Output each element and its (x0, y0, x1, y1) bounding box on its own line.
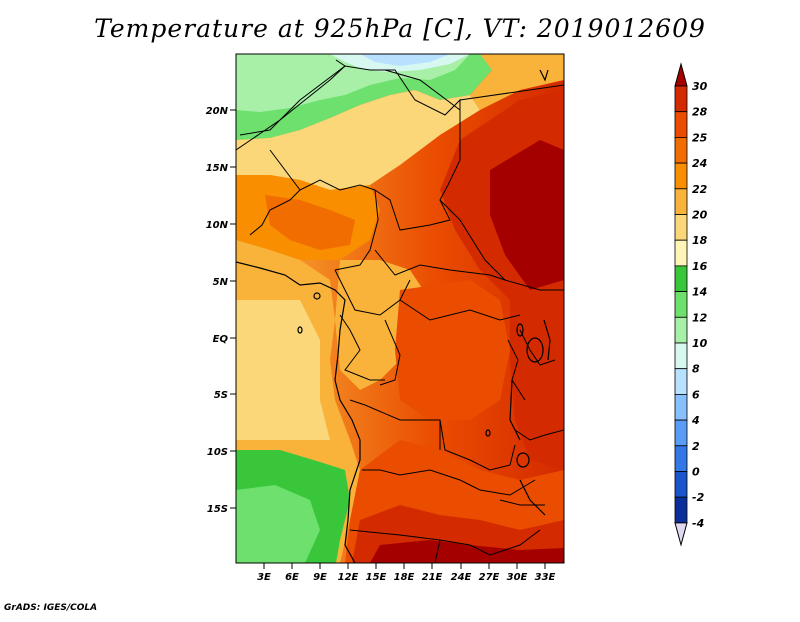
longitude-axis: 3E 6E 9E 12E 15E 18E 21E 24E 27E 30E 33E (257, 563, 556, 583)
lat-label: 10S (207, 447, 228, 458)
temperature-field (236, 54, 564, 563)
grads-credit: GrADS: IGES/COLA (4, 603, 98, 613)
coastline (236, 69, 551, 563)
lat-label: 5N (213, 277, 229, 288)
lon-label: 6E (285, 572, 299, 583)
colorbar-label: 8 (692, 363, 700, 376)
lon-label: 27E (479, 572, 500, 583)
colorbar-label: 12 (692, 311, 708, 324)
country-borders (236, 59, 564, 563)
colorbar-segment (674, 445, 688, 472)
colorbar-label: 30 (692, 80, 708, 93)
colorbar-segment (674, 265, 688, 292)
lon-label: 24E (451, 572, 472, 583)
colorbar-segment (674, 239, 688, 267)
lon-label: 9E (313, 572, 327, 583)
lat-label: 10N (206, 220, 229, 231)
lon-label: 15E (366, 572, 387, 583)
lon-label: 18E (394, 572, 415, 583)
colorbar-segment (674, 111, 688, 138)
lon-label: 3E (257, 572, 271, 583)
colorbar-label: -4 (692, 517, 704, 530)
colorbar-label: 4 (691, 414, 700, 427)
colorbar-segment (674, 419, 688, 447)
colorbar-top-arrow (674, 62, 688, 87)
colorbar-label: 6 (692, 388, 700, 401)
colorbar-label: 20 (692, 209, 708, 222)
colorbar-segment (674, 162, 688, 190)
lat-label: 20N (206, 106, 229, 117)
lat-label: 5S (214, 390, 228, 401)
colorbar-label: 24 (692, 157, 707, 170)
colorbar-segment (674, 214, 688, 241)
colorbar-label: 18 (692, 234, 708, 247)
colorbar-segment (674, 471, 688, 498)
colorbar-label: 0 (692, 466, 700, 479)
colorbar-label: 14 (692, 286, 707, 299)
colorbar-label: 25 (692, 131, 708, 144)
colorbar-label: 16 (692, 260, 708, 273)
colorbar-segment (674, 368, 688, 395)
colorbar-segment (674, 342, 688, 370)
colorbar-bottom-arrow (674, 522, 688, 547)
colorbar-label: 28 (692, 106, 708, 119)
colorbar-label: -2 (692, 491, 705, 504)
colorbar-segment (674, 496, 688, 524)
lat-label: 15N (206, 163, 229, 174)
colorbar-segment (674, 85, 688, 113)
lat-label: EQ (213, 334, 229, 345)
lat-label: 15S (207, 504, 228, 515)
colorbar-segment (674, 188, 688, 215)
map-title: Temperature at 925hPa [C], VT: 201901260… (94, 14, 706, 43)
lon-label: 30E (507, 572, 528, 583)
colorbar-label: 2 (692, 440, 700, 453)
colorbar-segment (674, 393, 688, 421)
lon-label: 21E (422, 572, 443, 583)
lakes (297, 292, 544, 468)
lon-label: 12E (338, 572, 359, 583)
latitude-axis: 20N 15N 10N 5N EQ 5S 10S 15S (206, 106, 236, 515)
colorbar-segment (674, 291, 688, 318)
map-frame (235, 53, 565, 564)
colorbar-label: 10 (692, 337, 708, 350)
colorbar-label: 22 (692, 183, 708, 196)
colorbar-segment (674, 136, 688, 164)
lon-label: 33E (535, 572, 556, 583)
colorbar-segment (674, 316, 688, 344)
